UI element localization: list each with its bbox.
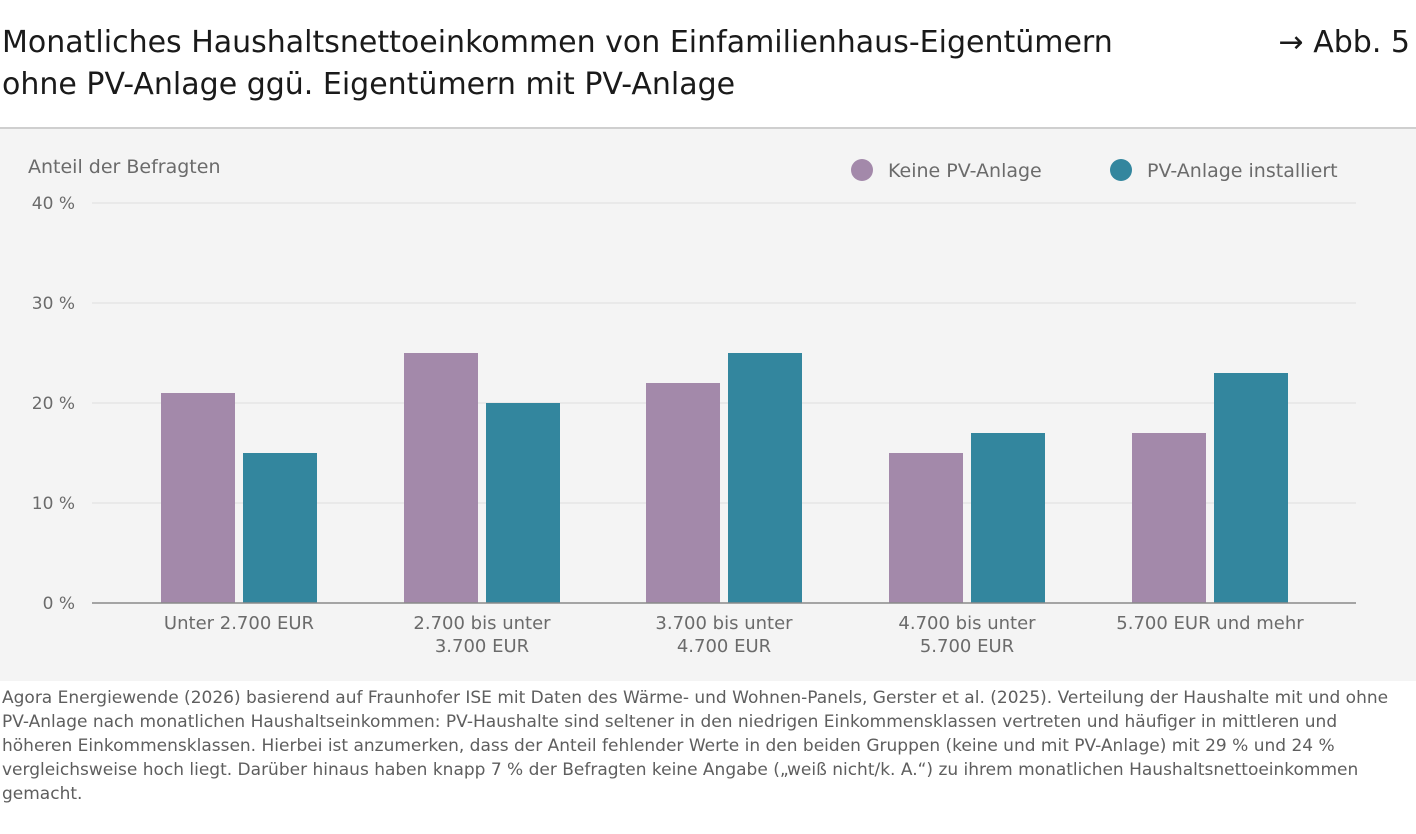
bar-keine-pv (161, 393, 235, 603)
bar-chart: Anteil der Befragten 0 % 10 % 20 % 30 % 40 % U… (28, 156, 1356, 657)
figure-reference: → Abb. 5 (1278, 25, 1410, 60)
bar-pv-installiert (486, 403, 560, 603)
x-tick-label: 4.700 bis unter (898, 613, 1036, 634)
legend-label: PV-Anlage installiert (1147, 160, 1338, 182)
bar-keine-pv (1132, 433, 1206, 603)
bar-pv-installiert (1214, 373, 1288, 603)
x-tick-label: Unter 2.700 EUR (164, 613, 314, 634)
chart-panel: Anteil der Befragten 0 % 10 % 20 % 30 % 40 % U… (0, 129, 1416, 681)
bar-keine-pv (404, 353, 478, 603)
chart-title: Monatliches Haushaltsnettoeinkommen von … (2, 22, 1222, 106)
chart-title-line-2: ohne PV-Anlage ggü. Eigentümern mit PV-A… (2, 67, 736, 102)
bar-keine-pv (646, 383, 720, 603)
legend-swatch (851, 159, 873, 181)
figure-header: Monatliches Haushaltsnettoeinkommen von … (0, 0, 1416, 128)
y-axis-title: Anteil der Befragten (28, 156, 221, 178)
bar-pv-installiert (971, 433, 1045, 603)
y-tick-label: 10 % (32, 494, 75, 514)
source-note: Agora Energiewende (2026) basierend auf … (2, 688, 1389, 804)
bar-keine-pv (889, 453, 963, 603)
x-tick-label: 3.700 bis unter (655, 613, 793, 634)
y-tick-label: 20 % (32, 394, 75, 414)
bar-pv-installiert (243, 453, 317, 603)
legend-label: Keine PV-Anlage (888, 160, 1042, 182)
x-tick-label: 5.700 EUR und mehr (1116, 613, 1304, 634)
header-divider (0, 127, 1416, 129)
x-tick-label: 2.700 bis unter (413, 613, 551, 634)
y-tick-label: 40 % (32, 194, 75, 214)
bar-pv-installiert (728, 353, 802, 603)
legend-swatch (1110, 159, 1132, 181)
y-tick-label: 0 % (43, 594, 75, 614)
y-tick-label: 30 % (32, 294, 75, 314)
x-tick-label: 5.700 EUR (920, 636, 1014, 657)
x-tick-label: 3.700 EUR (435, 636, 529, 657)
chart-title-line-1: Monatliches Haushaltsnettoeinkommen von … (2, 25, 1113, 60)
x-tick-label: 4.700 EUR (677, 636, 771, 657)
